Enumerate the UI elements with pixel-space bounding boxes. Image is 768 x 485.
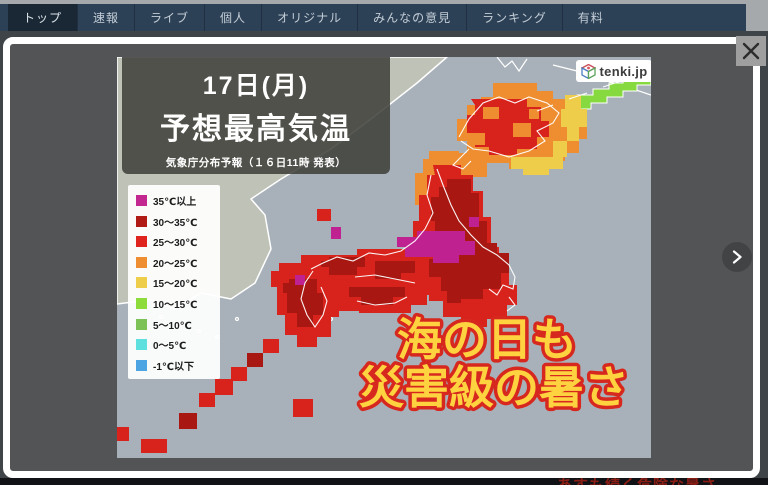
- tab-opinions[interactable]: みんなの意見: [357, 4, 466, 31]
- map-title: 予想最高気温: [160, 113, 352, 146]
- legend-row: 5～10℃: [136, 317, 214, 332]
- legend-row: 15～20℃: [136, 275, 214, 290]
- tab-paid[interactable]: 有料: [561, 4, 619, 31]
- temperature-legend: 35℃以上 30～35℃ 25～30℃ 20～25℃ 15～20℃ 10～15℃…: [128, 185, 220, 379]
- map-title-box: 17日(月) 予想最高気温 気象庁分布予報（１６日11時 発表）: [122, 57, 390, 174]
- below-fold-strip: あすも続く危険な暑さ: [0, 478, 768, 485]
- legend-row: 20～25℃: [136, 255, 214, 270]
- legend-row: 0～5℃: [136, 337, 214, 352]
- map-date: 17日(月): [202, 72, 310, 100]
- temperature-cells: [117, 72, 651, 453]
- caption-text: 海の日も 災害級の暑さ: [355, 311, 632, 417]
- tab-breaking[interactable]: 速報: [77, 4, 134, 31]
- legend-row: -1℃以下: [136, 358, 214, 373]
- tenki-cube-icon: [580, 63, 596, 79]
- svg-text:災害級の暑さ: 災害級の暑さ: [359, 362, 629, 413]
- legend-swatch: [136, 318, 147, 330]
- legend-swatch: [136, 339, 147, 351]
- map-subtitle: 気象庁分布予報（１６日11時 発表）: [165, 157, 347, 169]
- tab-original[interactable]: オリジナル: [261, 4, 357, 31]
- legend-swatch: [136, 256, 147, 268]
- legend-swatch: [136, 359, 147, 371]
- next-image-button[interactable]: [722, 242, 752, 272]
- legend-row: 30～35℃: [136, 214, 214, 229]
- tab-ranking[interactable]: ランキング: [466, 4, 562, 31]
- below-fold-headline: あすも続く危険な暑さ: [557, 478, 717, 485]
- legend-swatch: [136, 277, 147, 289]
- top-nav: トップ 速報 ライブ 個人 オリジナル みんなの意見 ランキング 有料: [0, 4, 746, 31]
- legend-swatch: [136, 215, 147, 227]
- tab-top[interactable]: トップ: [8, 4, 78, 31]
- legend-row: 25～30℃: [136, 234, 214, 249]
- japan-temperature-map: 海の日も 災害級の暑さ 17日(月) 予想最高気温 気象庁分布予報（１６日11時…: [117, 57, 651, 458]
- close-button[interactable]: [736, 36, 766, 66]
- legend-swatch: [136, 195, 147, 206]
- legend-row: 10～15℃: [136, 296, 214, 311]
- tenki-jp-logo: tenki.jp: [576, 60, 651, 82]
- svg-text:海の日も: 海の日も: [397, 314, 577, 365]
- legend-row: 35℃以上: [136, 193, 214, 208]
- tab-live[interactable]: ライブ: [134, 4, 204, 31]
- tenki-jp-logo-text: tenki.jp: [599, 63, 648, 79]
- close-icon: [742, 42, 760, 60]
- legend-swatch: [136, 297, 147, 309]
- coastlines: [300, 80, 622, 328]
- coast-sakhalin: [496, 57, 528, 73]
- chevron-right-icon: [732, 250, 742, 264]
- tab-personal[interactable]: 個人: [204, 4, 261, 31]
- legend-swatch: [136, 236, 147, 248]
